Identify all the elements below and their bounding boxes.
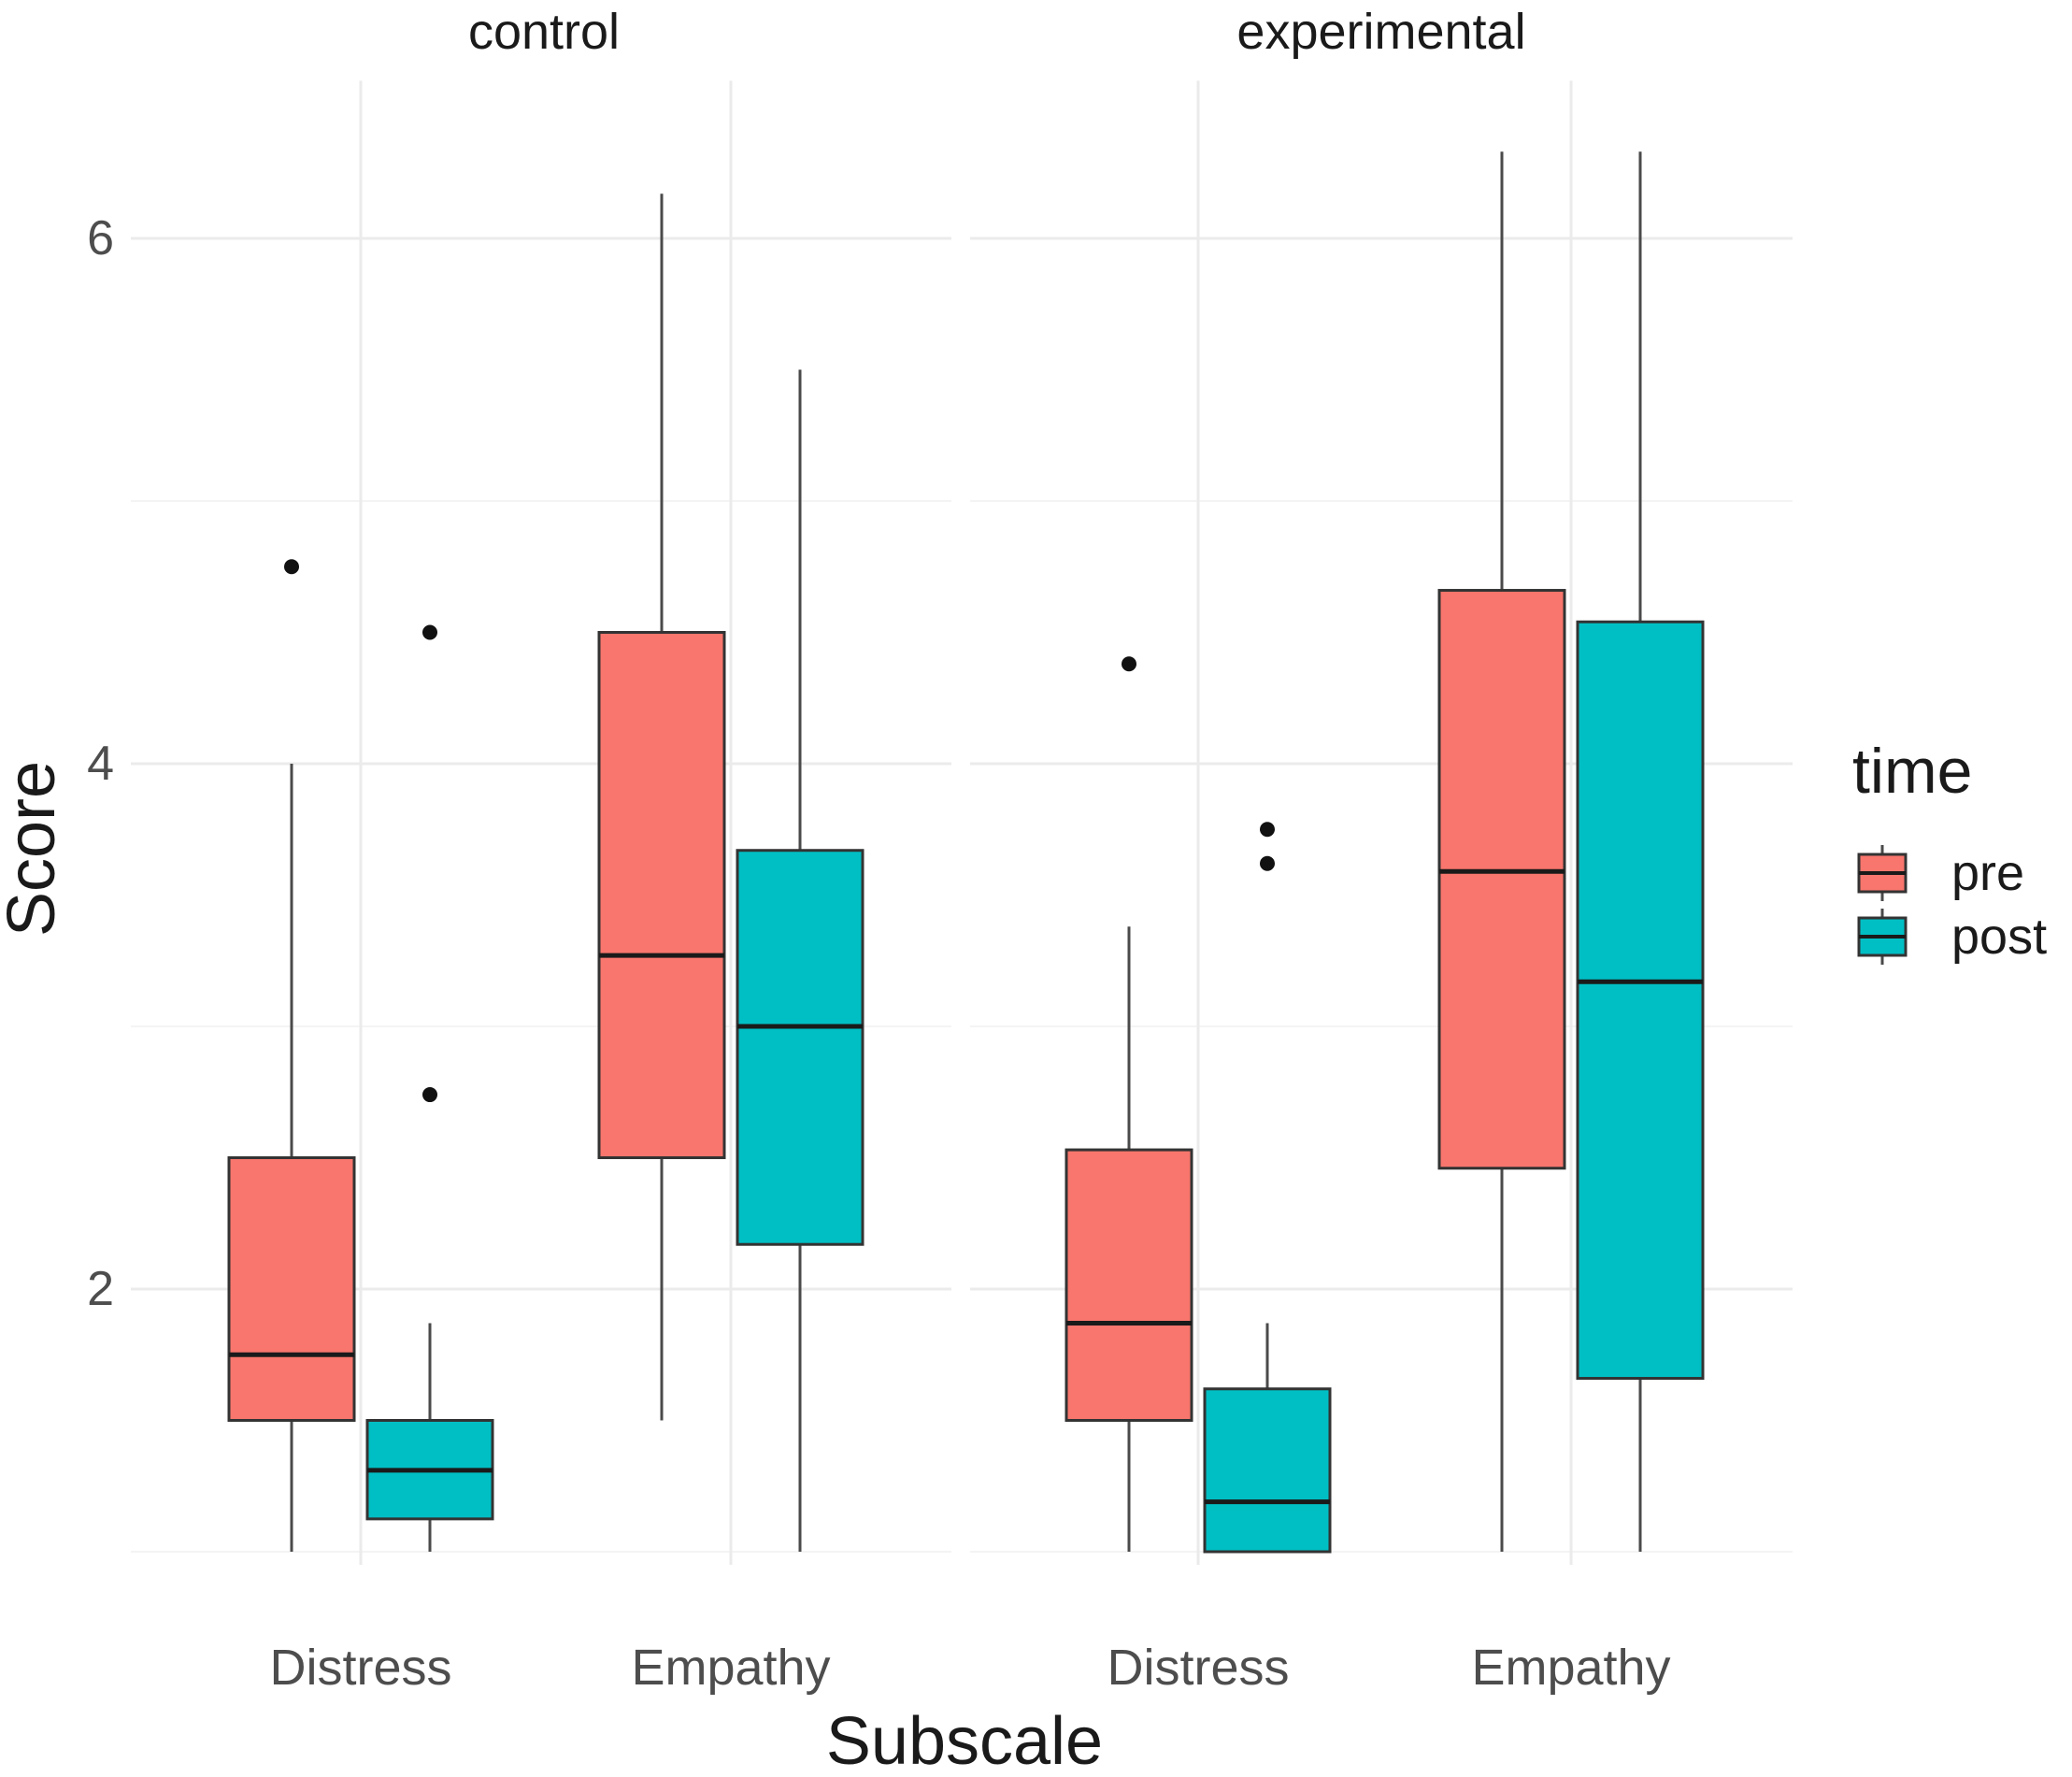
box-iqr-control-empathy-post bbox=[736, 849, 865, 1246]
facet-labels: control experimental bbox=[468, 4, 1526, 60]
y-tick-label-2: 2 bbox=[87, 1262, 114, 1316]
box-iqr-control-empathy-pre bbox=[597, 631, 726, 1159]
box-experimental-empathy-post bbox=[1576, 151, 1705, 1552]
facet-label-control: control bbox=[468, 4, 620, 60]
x-tick-label-experimental-distress: Distress bbox=[1107, 1640, 1289, 1696]
box-iqr-control-distress-pre bbox=[227, 1156, 356, 1422]
outlier-experimental-distress-post-1 bbox=[1260, 822, 1275, 838]
legend-title: time bbox=[1852, 736, 1972, 807]
box-iqr-experimental-distress-pre bbox=[1065, 1148, 1193, 1422]
y-tick-label-4: 4 bbox=[87, 737, 114, 791]
legend-label-post: post bbox=[1951, 909, 2047, 965]
box-iqr-experimental-distress-post bbox=[1203, 1387, 1332, 1554]
box-control-distress-post bbox=[365, 624, 494, 1552]
box-control-empathy-post bbox=[736, 369, 865, 1552]
box-iqr-experimental-empathy-pre bbox=[1437, 589, 1566, 1170]
legend-item-pre: pre bbox=[1857, 845, 2024, 901]
x-axis-title: Subscale bbox=[826, 1704, 1103, 1777]
legend-label-pre: pre bbox=[1951, 845, 2024, 901]
boxes bbox=[227, 151, 1705, 1554]
y-tick-label-6: 6 bbox=[87, 211, 114, 265]
y-axis-title: Score bbox=[0, 761, 69, 937]
box-experimental-empathy-pre bbox=[1437, 151, 1566, 1552]
legend-item-post: post bbox=[1857, 909, 2047, 965]
x-tick-label-control-distress: Distress bbox=[269, 1640, 451, 1696]
outlier-control-distress-pre-0 bbox=[284, 559, 299, 575]
legend: time pre post bbox=[1852, 736, 2047, 965]
box-control-distress-pre bbox=[227, 559, 356, 1552]
box-experimental-distress-pre bbox=[1065, 656, 1193, 1552]
outlier-experimental-distress-pre-0 bbox=[1122, 656, 1136, 672]
outlier-control-distress-post-0 bbox=[422, 1087, 437, 1103]
x-tick-label-experimental-empathy: Empathy bbox=[1471, 1640, 1670, 1696]
x-axis-tick-labels: Distress Empathy Distress Empathy bbox=[269, 1640, 1670, 1696]
x-tick-label-control-empathy: Empathy bbox=[631, 1640, 830, 1696]
box-control-empathy-pre bbox=[597, 193, 726, 1421]
outlier-control-distress-post-1 bbox=[422, 624, 437, 640]
box-iqr-experimental-empathy-post bbox=[1576, 620, 1705, 1381]
box-experimental-distress-post bbox=[1203, 822, 1332, 1554]
y-axis-tick-labels: 2 4 6 bbox=[87, 211, 114, 1316]
facet-label-experimental: experimental bbox=[1236, 4, 1525, 60]
outlier-experimental-distress-post-0 bbox=[1260, 855, 1275, 871]
